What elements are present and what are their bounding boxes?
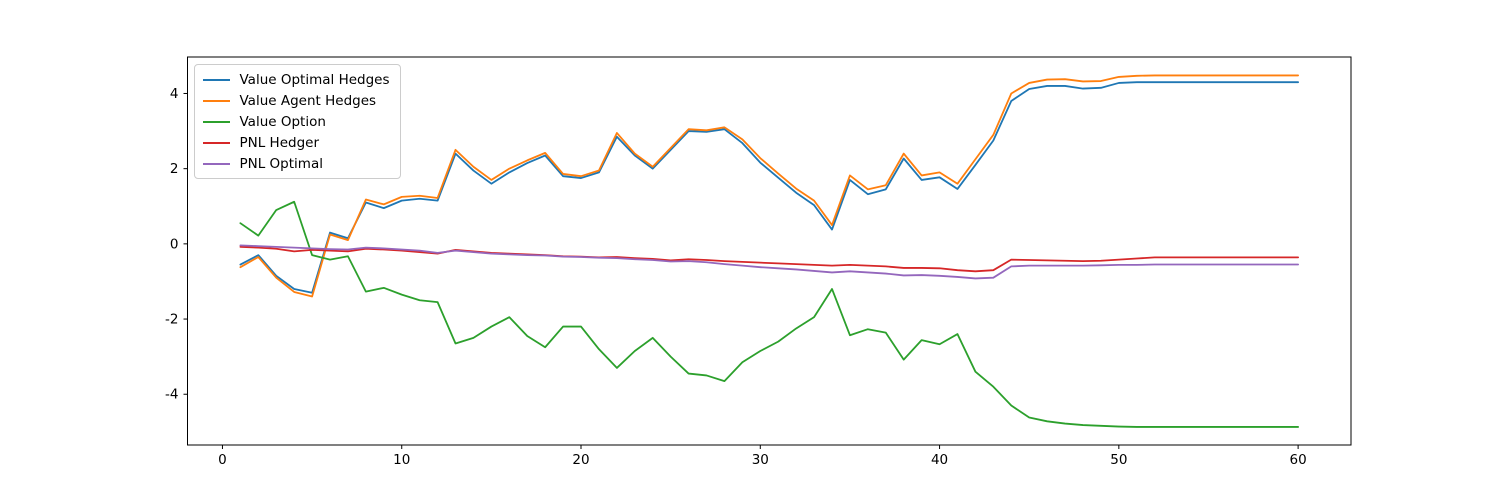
legend-line-swatch [202, 120, 230, 123]
y-tick-label: 2 [170, 161, 179, 177]
legend-line-swatch [202, 78, 230, 81]
series-line-value-optimal-hedges [239, 81, 1300, 294]
legend-line-swatch [202, 141, 230, 144]
legend-item: Value Optimal Hedges [202, 71, 390, 88]
series-line-pnl-optimal [239, 244, 1300, 280]
x-tick-label: 40 [931, 452, 948, 468]
legend-item: Value Agent Hedges [202, 92, 390, 109]
x-tick-label: 10 [393, 452, 410, 468]
legend-label: Value Optimal Hedges [239, 71, 390, 88]
x-tick-label: 60 [1290, 452, 1307, 468]
legend-label: Value Option [239, 113, 326, 130]
series-line-pnl-hedger [239, 245, 1300, 273]
legend-line-swatch [202, 162, 230, 165]
x-tick-label: 30 [752, 452, 769, 468]
x-tick-label: 50 [1110, 452, 1127, 468]
series-line-value-option [239, 200, 1300, 428]
legend-item: PNL Optimal [202, 155, 390, 172]
y-tick-label: -4 [165, 387, 178, 403]
legend-item: Value Option [202, 113, 390, 130]
legend-line-swatch [202, 99, 230, 102]
x-tick-label: 20 [572, 452, 589, 468]
y-tick-label: 0 [170, 236, 179, 252]
x-tick-label: 0 [218, 452, 227, 468]
legend-label: PNL Optimal [239, 155, 323, 172]
legend-box: Value Optimal Hedges Value Agent Hedges Va… [193, 64, 401, 179]
legend-label: PNL Hedger [239, 134, 320, 151]
series-line-value-agent-hedges [239, 74, 1300, 298]
y-tick-label: 4 [170, 86, 179, 102]
y-tick-label: -2 [165, 312, 178, 328]
axes-frame [187, 56, 1352, 446]
legend-label: Value Agent Hedges [239, 92, 377, 109]
legend-item: PNL Hedger [202, 134, 390, 151]
